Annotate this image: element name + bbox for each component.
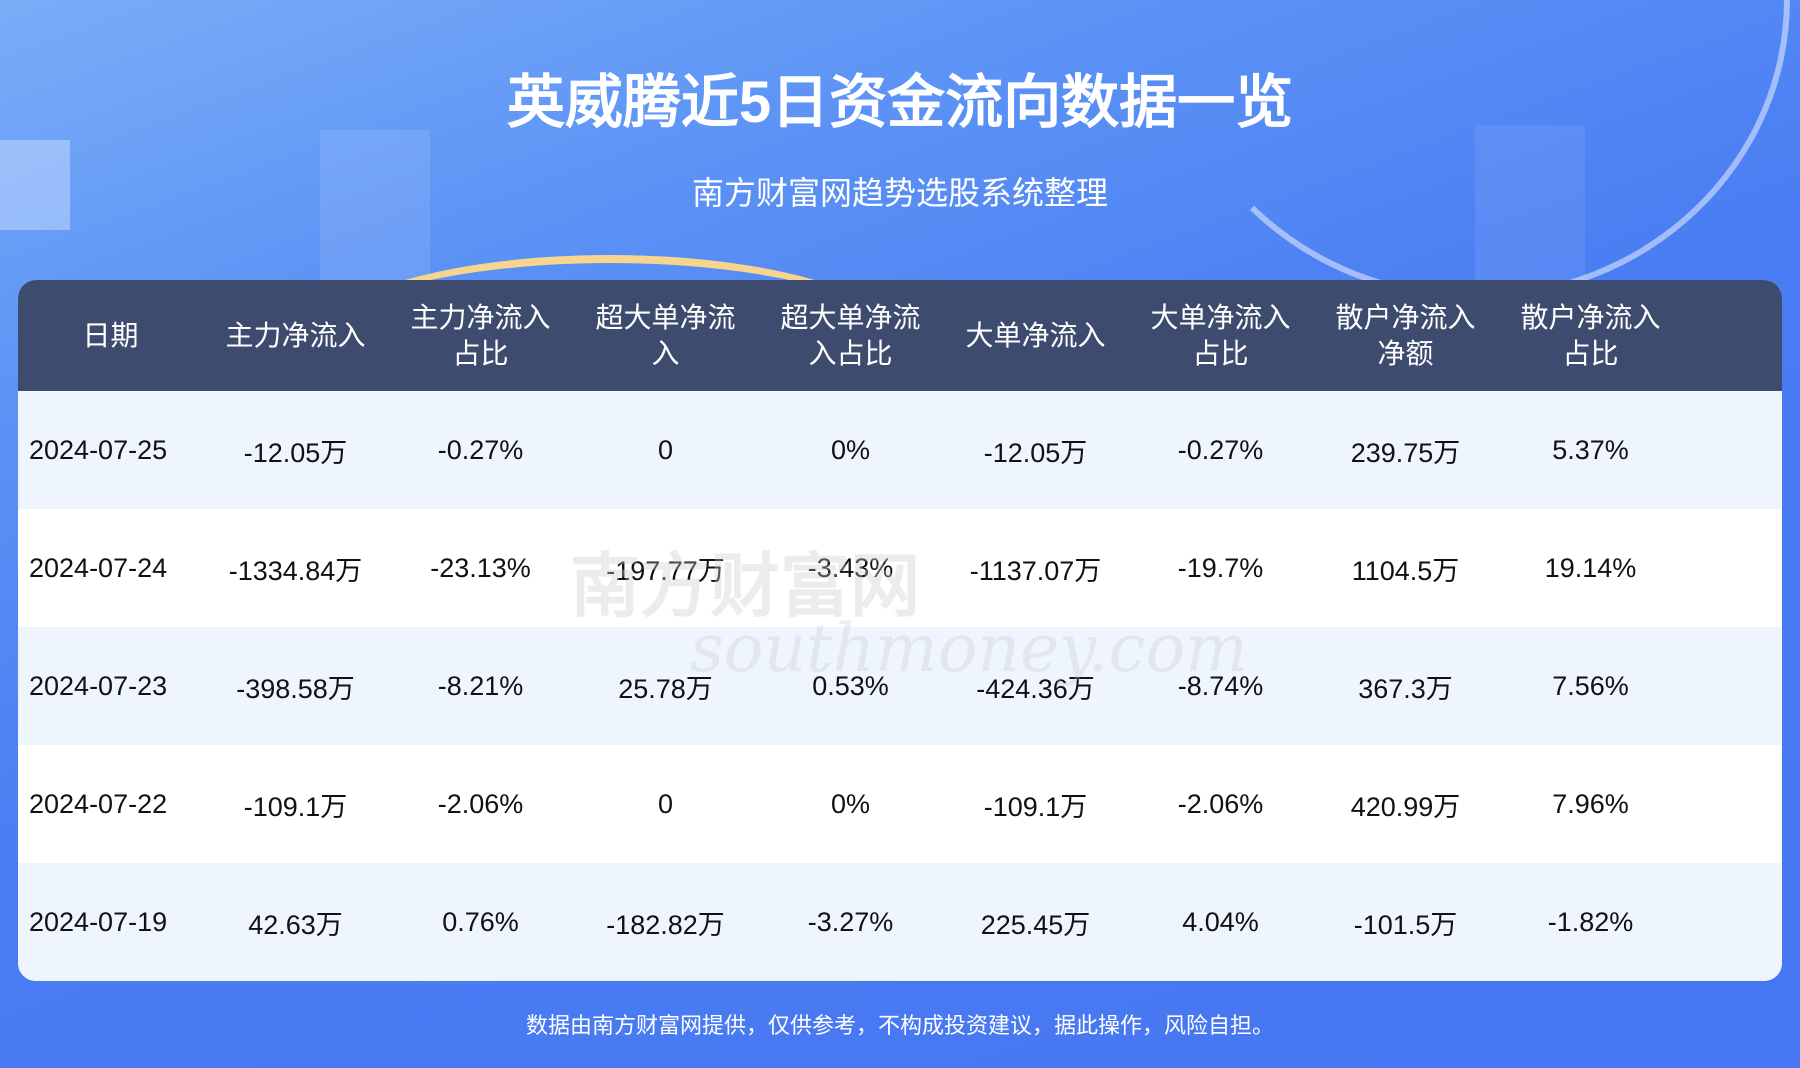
table-cell: 42.63万 — [248, 909, 343, 940]
table-cell: 420.99万 — [1350, 791, 1461, 822]
table-cell: -424.36万 — [976, 673, 1095, 704]
table-body: 2024-07-25 -12.05万 -0.27% 0 0% -12.05万 -0.27% 2… — [18, 391, 1782, 981]
table-cell: 2024-07-22 — [29, 788, 168, 819]
table-cell: 2024-07-23 — [29, 670, 168, 701]
table-cell: 367.3万 — [1358, 673, 1453, 704]
fund-flow-table: 日期 主力净流入 主力净流入 占比 超大单净流 入超大单净流 入占比 大单净流入 大单净流… — [18, 280, 1782, 981]
table-cell: 7.96% — [1552, 788, 1629, 819]
table-cell: 239.75万 — [1350, 437, 1461, 468]
decoration-gold-arc — [300, 255, 920, 455]
table-row: 2024-07-25 -12.05万 -0.27% 0 0% -12.05万 -0.27% 2… — [18, 391, 1782, 509]
column-header: 主力净流入 占比 — [410, 301, 551, 369]
table-cell: -12.05万 — [243, 437, 348, 468]
table-row: 2024-07-24 -1334.84万 -23.13% -197.77万 -3.43%… — [18, 509, 1782, 627]
table-cell: 2024-07-24 — [29, 552, 168, 583]
page-subtitle: 南方财富网趋势选股系统整理 — [691, 175, 1108, 211]
table-cell: 0.53% — [812, 670, 889, 701]
table-cell: -2.06% — [437, 788, 524, 819]
table-cell: -3.43% — [807, 552, 894, 583]
table-row: 2024-07-19 42.63万 0.76% -182.82万 -3.27% 225.4… — [18, 863, 1782, 981]
column-header: 主力净流入 — [225, 319, 366, 351]
table-cell: 7.56% — [1552, 670, 1629, 701]
table-cell: 0 — [657, 788, 674, 819]
decoration-cube — [0, 140, 70, 230]
table-cell: -3.27% — [807, 906, 894, 937]
table-cell: 225.45万 — [980, 909, 1091, 940]
column-header: 大单净流入 — [965, 319, 1106, 351]
table-cell: 4.04% — [1182, 906, 1259, 937]
table-cell: 2024-07-25 — [29, 434, 168, 465]
column-header: 超大单净流 入占比 — [780, 301, 921, 369]
table-cell: 0% — [830, 788, 871, 819]
table-cell: -182.82万 — [606, 909, 725, 940]
table-cell: 19.14% — [1544, 552, 1637, 583]
disclaimer: 数据由南方财富网提供，仅供参考，不构成投资建议，据此操作，风险自担。 — [525, 1013, 1274, 1038]
table-cell: 0.76% — [442, 906, 519, 937]
table-row: 2024-07-22 -109.1万 -2.06% 0 0% -109.1万 -2.06% 4… — [18, 745, 1782, 863]
table-cell: -197.77万 — [606, 555, 725, 586]
table-cell: -0.27% — [1177, 434, 1264, 465]
column-header: 散户净流入 净额 — [1335, 301, 1476, 369]
page-title: 英威腾近5日资金流向数据一览 — [506, 70, 1294, 135]
column-header: 散户净流入 占比 — [1520, 301, 1661, 369]
table-cell: -1137.07万 — [969, 555, 1102, 586]
table-cell: -398.58万 — [236, 673, 355, 704]
table-cell: -1.82% — [1547, 906, 1634, 937]
table-row: 2024-07-23 -398.58万 -8.21% 25.78万 0.53% -424.… — [18, 627, 1782, 745]
table-cell: 5.37% — [1552, 434, 1629, 465]
table-cell: -0.27% — [437, 434, 524, 465]
table-cell: -19.7% — [1177, 552, 1264, 583]
table-cell: -12.05万 — [983, 437, 1088, 468]
table-cell: 2024-07-19 — [29, 906, 168, 937]
table-cell: -109.1万 — [243, 791, 348, 822]
table-cell: 0% — [830, 434, 871, 465]
table-cell: -8.21% — [437, 670, 524, 701]
table-cell: -1334.84万 — [228, 555, 363, 586]
table-cell: -8.74% — [1177, 670, 1264, 701]
table-cell: 0 — [657, 434, 674, 465]
table-cell: -109.1万 — [983, 791, 1088, 822]
table-cell: 1104.5万 — [1351, 555, 1460, 586]
column-header: 日期 — [82, 319, 139, 351]
table-header: 日期 主力净流入 主力净流入 占比 超大单净流 入超大单净流 入占比 大单净流入 大单净流… — [18, 280, 1782, 391]
table-cell: -2.06% — [1177, 788, 1264, 819]
column-header: 超大单净流 入 — [595, 301, 736, 369]
column-header: 大单净流入 占比 — [1150, 301, 1291, 369]
table-cell: -101.5万 — [1353, 909, 1458, 940]
table-cell: 25.78万 — [618, 673, 713, 704]
table-cell: -23.13% — [430, 552, 531, 583]
